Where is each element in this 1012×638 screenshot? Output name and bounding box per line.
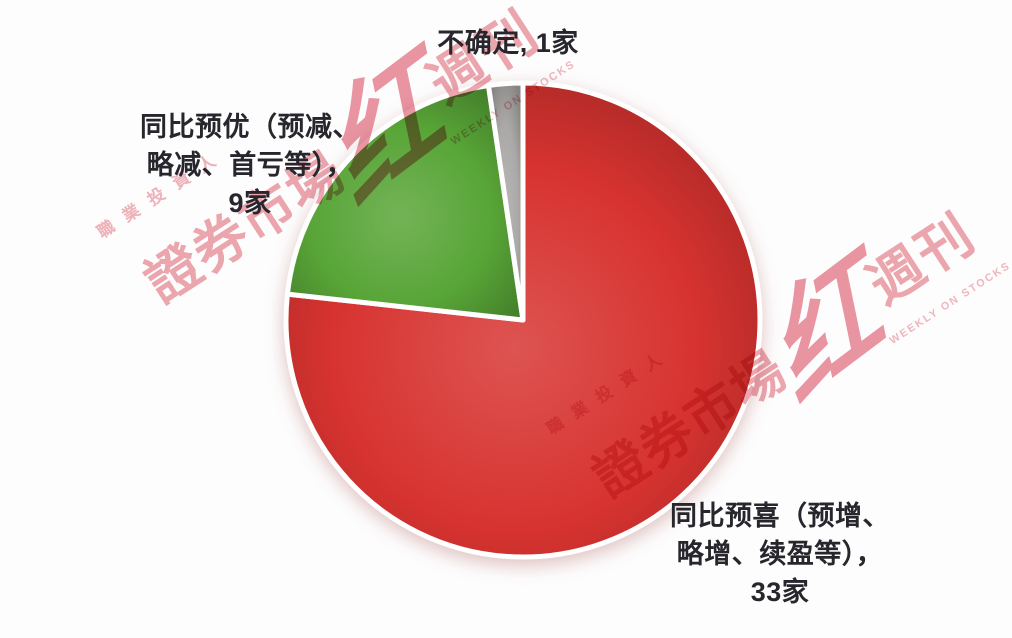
slice-label-better: 同比预优（预减、 略减、首亏等）， 9家 — [95, 108, 405, 222]
slice-label-line: 略减、首亏等）， — [146, 150, 354, 180]
slice-label-line: 同比预优（预减、 — [140, 112, 360, 142]
pie-slice-2 — [485, 80, 526, 323]
slice-label-line: 9家 — [228, 188, 272, 218]
slice-label-positive: 同比预喜（预增、 略增、续盈等）， 33家 — [615, 497, 945, 611]
slice-label-uncertain: 不确定, 1家 — [363, 24, 653, 62]
slice-label-line: 略增、续盈等）， — [676, 539, 884, 569]
slice-label-line: 33家 — [750, 577, 810, 607]
pie-slice-1 — [284, 83, 526, 323]
slice-label-line: 不确定, 1家 — [437, 28, 579, 58]
slice-label-line: 同比预喜（预增、 — [670, 501, 890, 531]
pie-slice-0 — [283, 80, 763, 560]
